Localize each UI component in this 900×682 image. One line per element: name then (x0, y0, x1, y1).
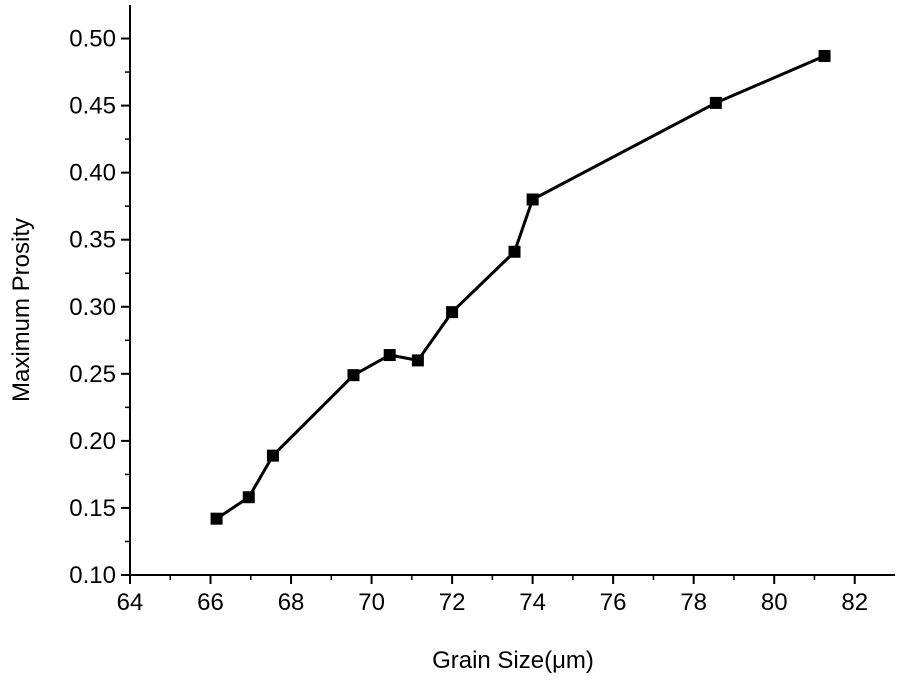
data-point (242, 491, 255, 504)
y-axis-title: Maximum Prosity (8, 218, 35, 402)
x-tick-label: 82 (841, 589, 868, 616)
data-point (210, 512, 223, 525)
y-tick-label: 0.30 (69, 294, 116, 321)
y-tick-label: 0.20 (69, 428, 116, 455)
data-point (709, 96, 722, 109)
y-tick-label: 0.40 (69, 160, 116, 187)
y-axis-ticks: 0.10 0.15 0.20 0.25 0.30 0.35 0.40 0.45 0.50 (69, 26, 130, 589)
data-point (347, 369, 360, 382)
data-point (383, 349, 396, 362)
x-tick-label: 78 (680, 589, 707, 616)
x-tick-label: 64 (117, 589, 144, 616)
y-tick-label: 0.25 (69, 361, 116, 388)
x-tick-label: 66 (197, 589, 224, 616)
data-point (446, 306, 459, 319)
x-tick-label: 68 (278, 589, 305, 616)
y-tick-label: 0.15 (69, 495, 116, 522)
data-point (411, 354, 424, 367)
x-tick-label: 70 (358, 589, 385, 616)
x-tick-label: 76 (600, 589, 627, 616)
axes (129, 5, 895, 576)
y-tick-label: 0.45 (69, 93, 116, 120)
series-layer (210, 49, 831, 525)
data-point (526, 193, 539, 206)
data-point (266, 449, 279, 462)
x-tick-label: 80 (761, 589, 788, 616)
y-tick-label: 0.10 (69, 562, 116, 589)
y-tick-label: 0.50 (69, 26, 116, 53)
data-point (818, 49, 831, 62)
x-tick-label: 74 (519, 589, 546, 616)
data-point (508, 245, 521, 258)
x-tick-label: 72 (439, 589, 466, 616)
y-tick-label: 0.35 (69, 227, 116, 254)
x-axis-ticks: 64 66 68 70 72 74 76 78 80 82 (117, 575, 868, 616)
series-line (215, 54, 826, 520)
x-axis-title: Grain Size(μm) (432, 647, 594, 674)
